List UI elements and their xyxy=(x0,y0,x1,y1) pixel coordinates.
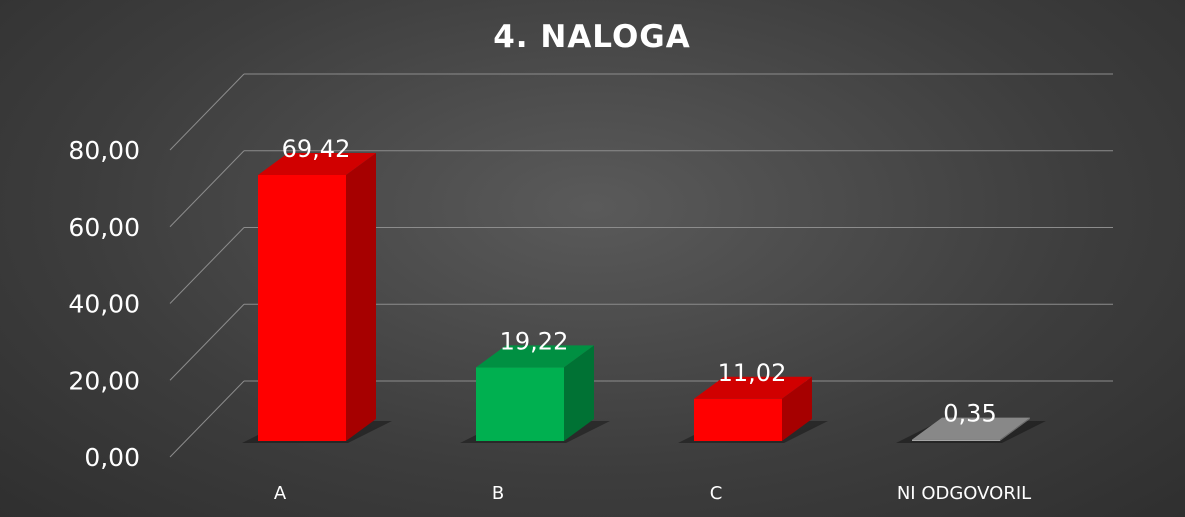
data-labels: 69,42 19,22 11,02 0,35 xyxy=(282,135,997,428)
bar-top xyxy=(694,376,812,399)
gridlines xyxy=(169,73,1113,458)
bar-front xyxy=(258,175,346,441)
y-tick-label: 40,00 xyxy=(68,290,140,319)
bar-c xyxy=(678,376,828,443)
bar-front xyxy=(476,367,564,441)
bar-side xyxy=(564,345,594,441)
bar-side xyxy=(782,376,812,441)
data-label: 0,35 xyxy=(943,400,996,428)
category-labels: A B C NI ODGOVORIL xyxy=(274,483,1031,504)
category-label: C xyxy=(710,483,723,504)
gridline-side xyxy=(169,73,245,151)
y-tick-label: 0,00 xyxy=(84,443,140,472)
bar-ni-odgovoril xyxy=(896,417,1046,443)
bar-front xyxy=(912,439,1000,441)
bar-top xyxy=(258,153,376,175)
chart-title: 4. NALOGA xyxy=(493,19,691,55)
category-label: NI ODGOVORIL xyxy=(897,483,1031,504)
bar-side xyxy=(1000,417,1030,441)
category-label: A xyxy=(274,483,287,504)
category-label: B xyxy=(492,483,504,504)
bar-top xyxy=(476,345,594,368)
bar-b xyxy=(460,345,610,443)
data-label: 19,22 xyxy=(500,327,569,355)
y-tick-label: 60,00 xyxy=(68,213,140,242)
data-label: 11,02 xyxy=(718,359,787,387)
data-label: 69,42 xyxy=(282,135,351,163)
gridline-side xyxy=(169,303,245,381)
gridline-side xyxy=(169,227,245,304)
bars xyxy=(242,153,1046,443)
bar-top xyxy=(912,417,1030,440)
gridline-side xyxy=(169,380,245,458)
bar-side xyxy=(346,153,376,441)
y-axis-ticks: 0,00 20,00 40,00 60,00 80,00 xyxy=(68,136,140,472)
gridline-side xyxy=(169,150,245,228)
bar-front xyxy=(694,398,782,441)
y-tick-label: 80,00 xyxy=(68,136,140,165)
bar-a xyxy=(242,153,392,443)
y-tick-label: 20,00 xyxy=(68,366,140,395)
